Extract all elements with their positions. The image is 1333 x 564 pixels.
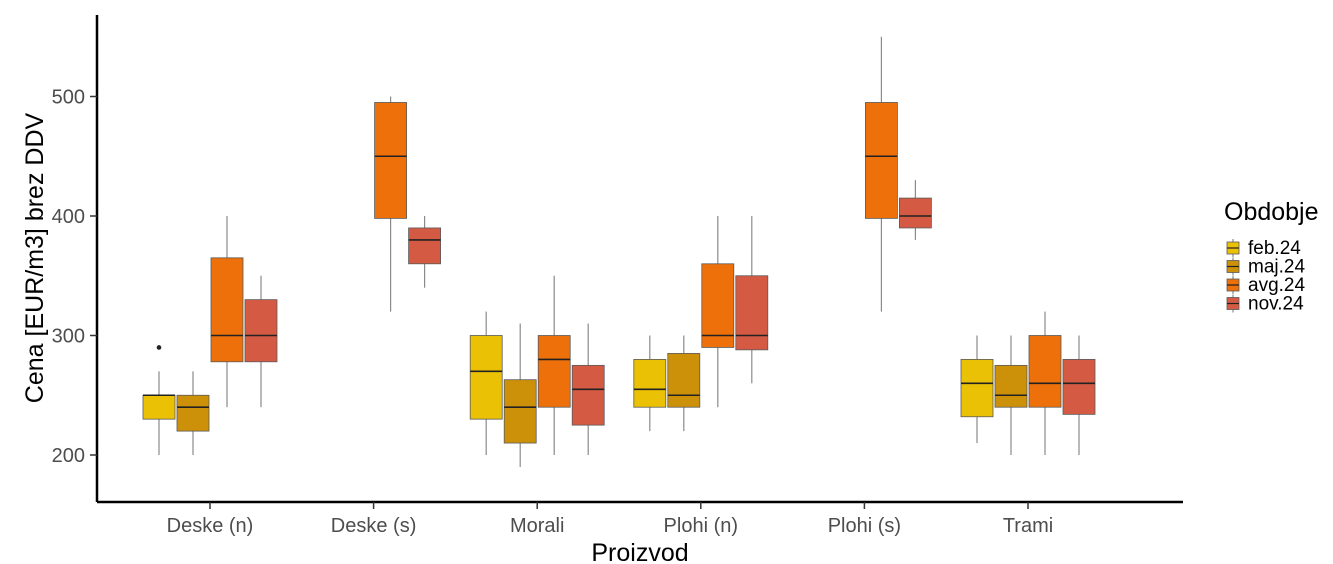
legend-item-avg-24: avg.24 [1226, 275, 1305, 296]
x-tick-label-morali: Morali [510, 515, 564, 537]
y-axis-title: Cena [EUR/m3] brez DDV [21, 112, 49, 403]
box-body [960, 358, 994, 418]
box-maj-24-trami [994, 335, 1028, 455]
box-feb-24-trami [960, 335, 994, 444]
x-tick-label-trami: Trami [1003, 515, 1053, 537]
box-body [1028, 335, 1062, 408]
y-tick-label: 200 [52, 445, 85, 467]
box-feb-24-deske-n [142, 345, 176, 455]
box-body [865, 102, 898, 219]
box-maj-24-plohi-n [667, 335, 701, 432]
outlier-point [156, 345, 162, 350]
box-nov-24-deske-n [244, 275, 278, 408]
legend-label: maj.24 [1248, 257, 1305, 278]
box-body [537, 335, 571, 408]
y-tick-label: 400 [52, 206, 85, 228]
box-avg-24-trami [1028, 311, 1062, 455]
box-body [735, 275, 769, 351]
y-tick-label: 300 [52, 326, 85, 348]
legend-item-maj-24: maj.24 [1226, 257, 1305, 278]
x-axis-ticks: Deske (n) Deske (s) Morali Plohi (n) Plohi (… [167, 502, 1053, 537]
x-tick-label-deske-n: Deske (n) [167, 515, 254, 537]
legend-label: feb.24 [1248, 238, 1301, 259]
x-axis-title: Proizvod [591, 539, 688, 564]
box-body [994, 364, 1028, 408]
box-avg-24-plohi-n [701, 216, 735, 408]
box-body [1062, 358, 1096, 415]
x-tick-label-plohi-n: Plohi (n) [664, 515, 738, 537]
box-nov-24-plohi-s [899, 180, 932, 240]
box-body [176, 394, 210, 432]
box-body [571, 364, 605, 426]
plot-area [142, 36, 1096, 467]
box-avg-24-morali [537, 275, 571, 455]
box-body [408, 227, 442, 265]
box-nov-24-deske-s [408, 216, 442, 288]
legend-item-nov-24: nov.24 [1226, 294, 1304, 315]
box-body [142, 394, 176, 420]
box-body [244, 299, 278, 363]
box-body [374, 102, 408, 219]
box-body [210, 257, 244, 363]
x-tick-label-plohi-s: Plohi (s) [828, 515, 901, 537]
box-body [899, 197, 932, 229]
box-avg-24-deske-n [210, 216, 244, 408]
box-avg-24-deske-s [374, 96, 408, 312]
legend-label: nov.24 [1248, 294, 1304, 315]
x-tick-label-deske-s: Deske (s) [331, 515, 417, 537]
legend-item-feb-24: feb.24 [1226, 238, 1301, 259]
box-nov-24-plohi-n [735, 216, 769, 384]
box-body [503, 379, 537, 444]
box-body [701, 263, 735, 348]
axes [95, 15, 1183, 504]
box-feb-24-morali [469, 311, 503, 455]
box-feb-24-plohi-n [633, 335, 667, 432]
y-axis-ticks: 200 300 400 500 [52, 87, 97, 467]
box-nov-24-morali [571, 323, 605, 455]
box-maj-24-deske-n [176, 371, 210, 455]
legend-title: Obdobje [1224, 198, 1319, 226]
box-maj-24-morali [503, 323, 537, 467]
box-body [667, 353, 701, 408]
y-tick-label: 500 [52, 87, 85, 109]
box-avg-24-plohi-s [865, 36, 898, 312]
box-body [469, 335, 503, 420]
box-nov-24-trami [1062, 335, 1096, 455]
legend-label: avg.24 [1248, 275, 1305, 296]
box-body [633, 358, 667, 408]
